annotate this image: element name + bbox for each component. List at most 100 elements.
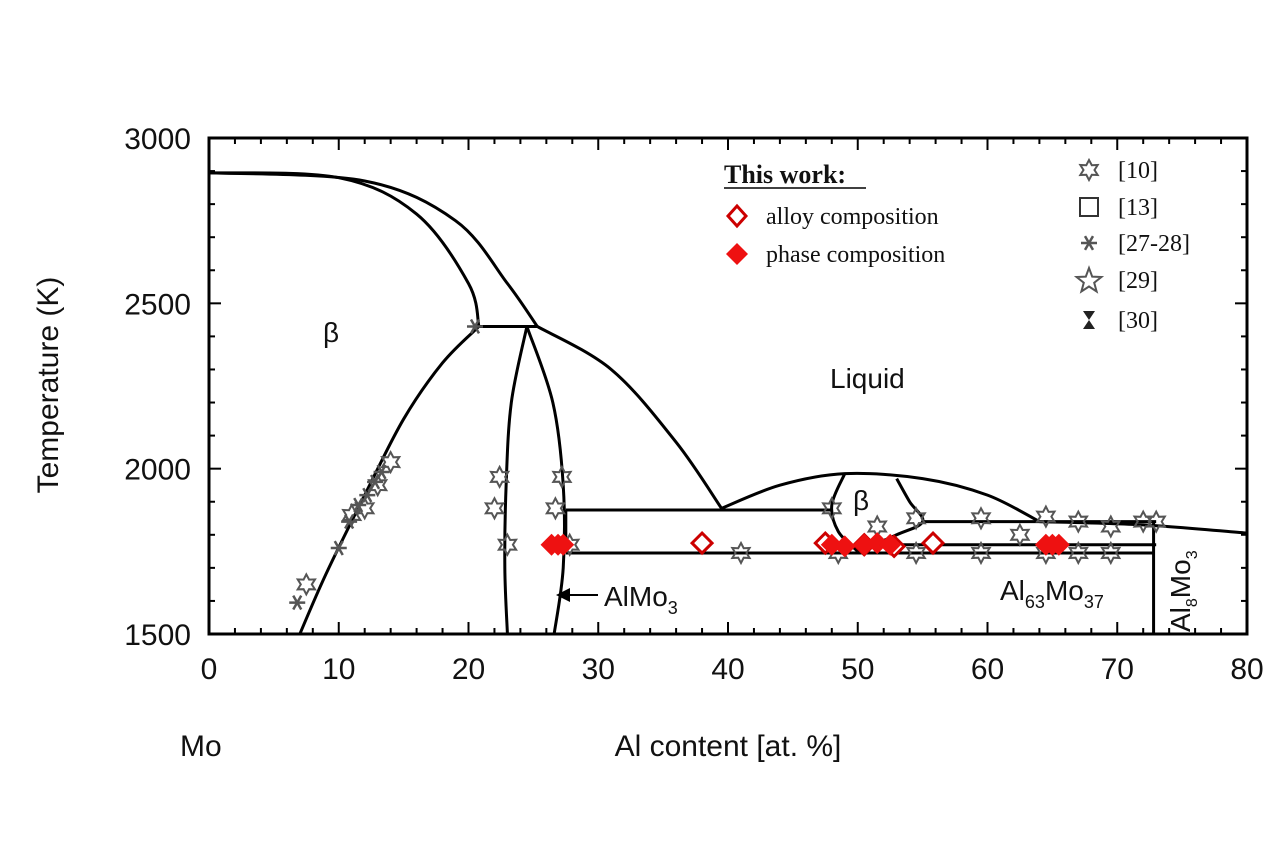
x-end-label: Mo [180,730,222,763]
data-point [730,540,752,566]
legend-ref-30: [30] [1118,308,1158,334]
legend-references: [10] [13] [27-28] [29] [30] [1073,157,1190,334]
series--10- [295,449,1167,597]
boundary-almo3-left [503,326,529,635]
data-point [689,530,715,556]
data-point [1035,504,1057,529]
data-point [367,473,389,498]
almo3-sub: 3 [668,598,678,618]
asterisk-stroke [1083,235,1095,251]
data-points [289,318,1167,611]
data-point [866,532,889,555]
legend-ref-27-28: [27-28] [1118,231,1190,257]
data-point [359,487,376,503]
boundary-liquidus-hump [720,471,1041,523]
data-point [295,572,317,597]
data-point [341,514,358,530]
data-point [544,496,566,521]
x-tick-label: 30 [582,653,615,686]
y-tick-labels: 1500 2000 2500 3000 [124,123,191,652]
data-point [820,533,843,556]
region-beta-mid: β [853,485,869,516]
region-al63mo37: Al63Mo37 [1000,575,1104,612]
asterisk-stroke [344,514,355,530]
x-tick-label: 50 [841,653,874,686]
boundary-beta-solvus-left [298,325,480,635]
legend-star-icon [1073,265,1105,294]
asterisk-shape [1081,235,1097,251]
x-tick-label: 20 [452,653,485,686]
svg-text:AlMo3: AlMo3 [604,581,678,618]
legend-hourglass-icon [1083,311,1095,329]
y-tick-label: 1500 [124,619,191,652]
data-point [1145,509,1167,534]
data-point [496,532,518,557]
y-tick-label: 2500 [124,288,191,321]
data-point [380,449,402,475]
data-point [1067,509,1089,534]
data-point [551,464,573,490]
asterisk-stroke [376,464,387,480]
region-al8mo3: Al8Mo3 [1165,550,1201,632]
data-point [905,506,927,531]
data-point [905,540,927,566]
legend-open-diamond-icon [725,203,749,229]
legend-phase-label: phase composition [766,242,945,268]
data-point [1067,540,1089,566]
boundary-almo3-right [525,325,566,635]
region-liquid: Liquid [830,363,905,394]
x-tick-labels: 0 10 20 30 40 50 60 70 80 [201,653,1264,686]
data-point [1100,540,1122,566]
data-point [821,496,843,521]
legend-ref-10: [10] [1118,158,1158,184]
data-point [489,464,511,490]
data-point [970,506,992,531]
data-point [483,496,505,521]
data-point [350,497,367,513]
asterisk-stroke [353,497,364,513]
asterisk-stroke [292,595,303,611]
legend-title: This work: [724,160,846,189]
legend-ref-13: [13] [1118,195,1158,221]
data-point [373,464,390,480]
legend-this-work: This work: alloy composition phase compo… [724,160,945,268]
data-point [920,530,946,556]
asterisk-stroke [333,540,344,556]
y-axis-title: Temperature (K) [32,277,65,494]
data-point [970,540,992,566]
asterisk-stroke [362,487,373,503]
axis-ticks [208,137,1248,635]
data-point [552,533,575,556]
data-point [853,533,876,556]
y-tick-label: 3000 [124,123,191,156]
legend-hexagram-icon [1078,157,1100,183]
asterisk-stroke [469,318,481,335]
data-point [1047,533,1070,556]
almo3-arrow-head [556,588,570,602]
data-point [1009,522,1031,547]
data-point [1100,514,1122,539]
legend-asterisk-icon [1081,235,1097,251]
boundary-liquidus-mid [536,325,723,510]
star-shape [1073,265,1105,294]
region-almo3: AlMo3 [556,581,678,618]
data-point [466,318,483,335]
legend-ref-29: [29] [1118,268,1158,294]
hexagram-shape [1078,157,1100,183]
x-tick-label: 80 [1230,653,1263,686]
x-tick-label: 40 [711,653,744,686]
region-beta-left: β [323,317,339,348]
boundary-solidus-beta-left [208,171,539,328]
legend-alloy-label: alloy composition [766,204,939,230]
x-tick-label: 10 [322,653,355,686]
legend-square-icon [1079,197,1099,217]
series-phase-composition [540,532,1070,558]
data-point [879,533,902,556]
y-tick-label: 2000 [124,454,191,487]
almo3-text: AlMo [604,581,668,612]
x-axis-title: Al content [at. %] [615,730,842,763]
data-point [289,595,306,611]
data-point [330,540,347,556]
legend-filled-diamond-icon [726,243,748,265]
